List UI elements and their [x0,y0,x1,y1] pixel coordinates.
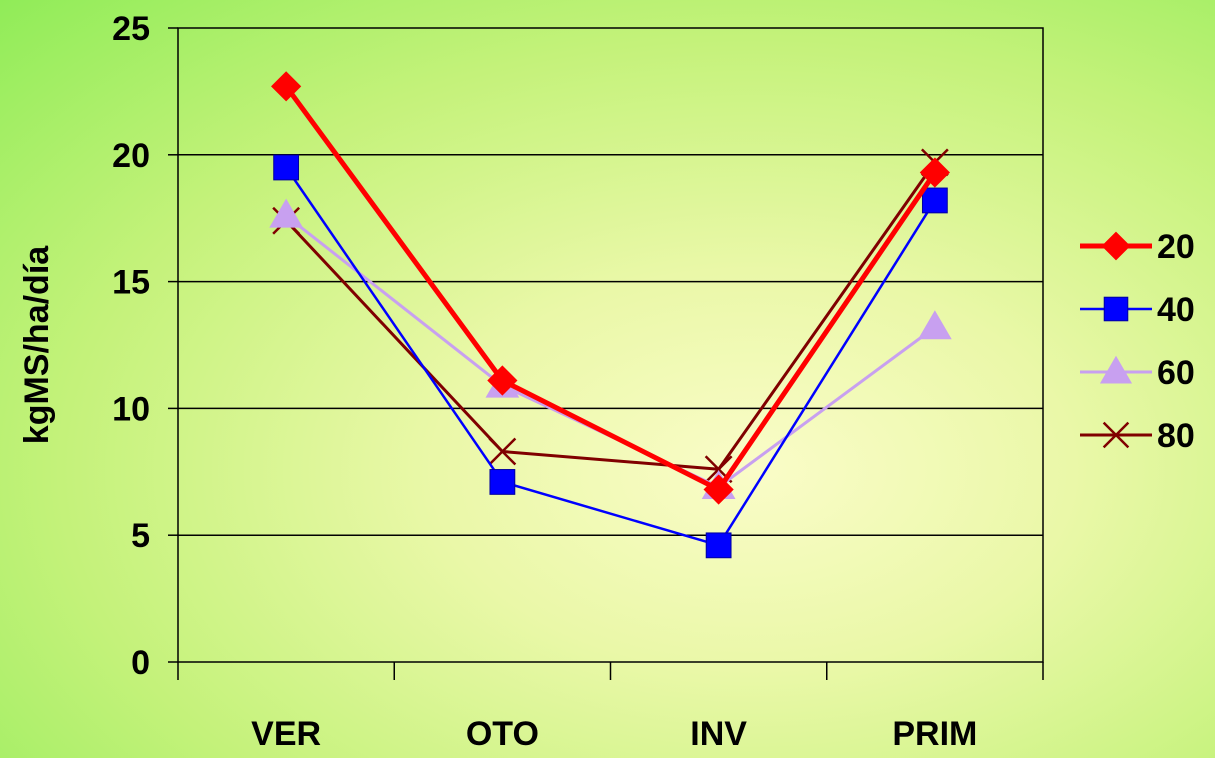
legend-label: 80 [1157,417,1195,455]
x-tick-label: VER [251,715,321,753]
data-point-40-ver [273,154,300,181]
legend: 20 40 60 80 [1080,228,1195,455]
data-point-40-prim [921,187,948,214]
legend-item: 40 [1080,291,1195,329]
y-tick-label: 5 [131,517,150,555]
series-layer [269,71,952,559]
x-tick-label: PRIM [892,715,977,753]
y-tick-label: 0 [131,644,150,682]
series-line [285,166,936,547]
y-tick-label: 20 [112,137,150,175]
y-tick-labels: 0 5 10 15 20 25 [112,10,150,682]
y-axis-label: kgMS/ha/día [18,245,56,444]
legend-marker-20 [1101,231,1131,261]
data-point-20-ver [271,71,302,102]
data-point-40-oto [489,469,516,495]
x-tick-label: OTO [466,715,539,753]
legend-item: 60 [1080,354,1195,392]
series-20 [271,71,950,505]
data-point-60-prim [918,310,952,340]
legend-item: 80 [1080,417,1195,455]
legend-marker-80 [1102,421,1130,449]
legend-label: 60 [1157,354,1195,392]
data-point-20-prim [919,157,950,188]
axes [168,27,1044,680]
data-point-40-inv [705,532,732,559]
legend-label: 20 [1157,228,1195,266]
legend-item: 20 [1080,228,1195,266]
x-tick-labels: VER OTO INV PRIM [251,715,977,753]
series-line [285,161,937,471]
series-line [284,84,937,493]
gridlines [178,154,1043,536]
legend-marker-40 [1103,296,1129,322]
x-tick-label: INV [690,715,747,753]
y-tick-label: 25 [112,10,150,48]
legend-marker-60 [1099,355,1133,384]
data-point-60-ver [269,198,303,228]
y-tick-label: 15 [112,264,150,302]
y-tick-label: 10 [112,390,150,428]
data-point-20-inv [703,474,734,505]
series-line [285,214,936,489]
data-point-20-oto [487,365,518,396]
series-40 [273,154,948,559]
legend-label: 40 [1157,291,1195,329]
data-point-80-oto [488,437,517,466]
series-60 [269,198,952,500]
